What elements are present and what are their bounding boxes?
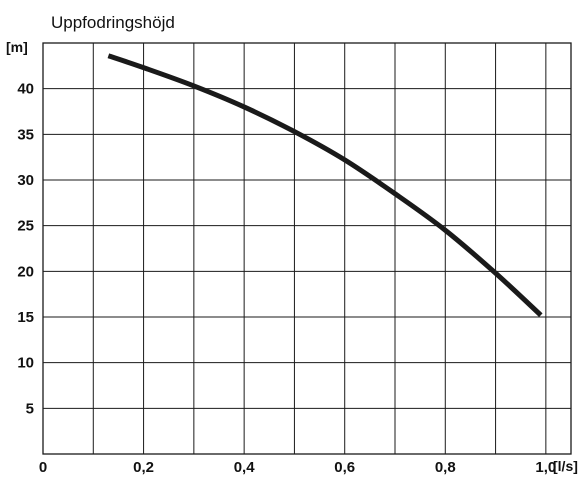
y-tick-label: 20 <box>17 263 34 280</box>
x-tick-label: 0,4 <box>234 459 256 476</box>
y-tick-label: 10 <box>17 355 34 372</box>
y-tick-label: 5 <box>26 400 34 417</box>
x-tick-label: 0,8 <box>435 459 456 476</box>
y-tick-label: 35 <box>17 126 34 143</box>
x-tick-label: 0,6 <box>334 459 355 476</box>
x-axis-unit-label: [l/s] <box>553 458 578 474</box>
x-tick-label: 0 <box>39 459 47 476</box>
plot-frame <box>42 42 572 455</box>
y-tick-label: 40 <box>17 81 34 98</box>
y-tick-label: 15 <box>17 309 34 326</box>
y-tick-label: 30 <box>17 172 34 189</box>
y-axis-unit-label: [m] <box>6 39 28 55</box>
x-tick-labels: 0 0,2 0,4 0,6 0,8 1,0 <box>39 459 556 476</box>
pump-curve-line <box>107 53 543 318</box>
series-group <box>107 53 543 318</box>
x-tick-label: 0,2 <box>133 459 154 476</box>
chart-title: Uppfodringshöjd <box>51 13 175 32</box>
y-tick-labels: 5 10 15 20 25 30 35 40 <box>17 81 34 418</box>
x-tick-label: 1,0 <box>535 459 556 476</box>
y-tick-label: 25 <box>17 218 34 235</box>
grid <box>42 42 572 455</box>
